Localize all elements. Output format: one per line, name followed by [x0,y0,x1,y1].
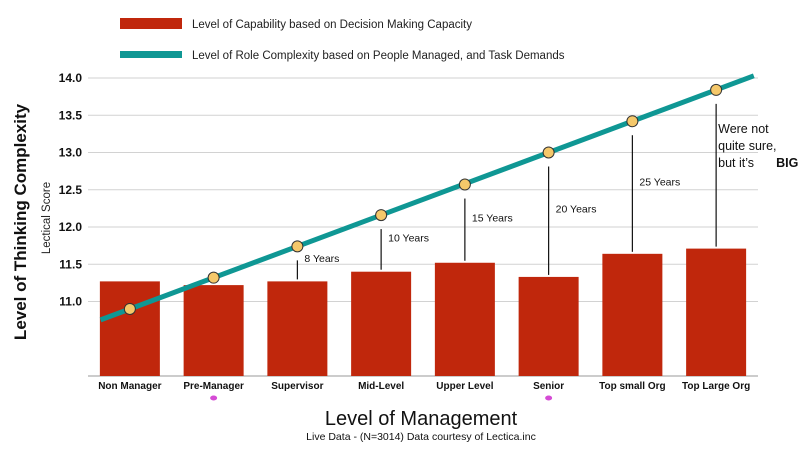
x-tick-label: Mid-Level [358,381,404,392]
legend-line-label: Level of Role Complexity based on People… [192,50,565,62]
x-axis-title: Level of Management [325,408,518,430]
y-axis-title: Level of Thinking Complexity [11,103,30,340]
marker-dot [545,395,553,401]
x-tick-label: Top small Org [599,381,666,392]
bar [351,271,412,376]
bar [602,253,663,376]
legend-line-swatch [120,51,182,58]
bar [434,262,495,376]
line-point [626,115,639,128]
gap-label: 10 Years [388,232,429,244]
gridlines [88,77,758,377]
bar [518,276,579,376]
line-point [375,209,388,222]
annotations: 8 Years 10 Years 15 Years 20 Years 25 Years W… [304,122,800,265]
legend: Level of Capability based on Decision Ma… [120,18,565,62]
y-tick-label: 13.0 [59,146,83,160]
x-tick-label: Upper Level [436,381,493,392]
note-emphasis: BIG ! [776,156,800,170]
x-tick-label: Top Large Org [682,381,750,392]
x-tick-label: Senior [533,381,564,392]
y-tick-labels: 11.0 11.5 12.0 12.5 13.0 13.5 14.0 [59,71,83,309]
legend-bar-label: Level of Capability based on Decision Ma… [192,19,472,31]
y-tick-label: 11.0 [59,295,82,309]
line-point [207,271,220,284]
line-point [710,83,723,96]
bars [99,248,747,376]
role-complexity-line [99,73,755,323]
x-tick-label: Supervisor [271,381,323,392]
x-tick-label: Pre-Manager [183,381,244,392]
gap-lines [296,103,717,280]
gap-label: 20 Years [556,204,597,216]
y-tick-label: 12.0 [59,220,83,234]
bar [183,285,244,376]
gap-label: 25 Years [639,177,680,189]
gap-label: 15 Years [472,213,513,225]
bar [686,248,747,376]
y-tick-label: 11.5 [59,257,82,271]
y-tick-label: 13.5 [59,108,83,122]
chart-caption: Live Data - (N=3014) Data courtesy of Le… [306,431,536,443]
marker-dot [210,395,218,401]
bar [99,281,160,376]
bar [267,281,328,376]
y-tick-label: 12.5 [59,183,83,197]
line-point [458,178,471,191]
line-point [123,302,136,315]
y-axis-subtitle: Lectical Score [41,182,53,254]
note-line: quite sure, [718,139,776,153]
note-line: but it’s [718,156,754,170]
line-point [542,146,555,159]
note-line: Were not [718,122,769,136]
y-tick-label: 14.0 [59,71,83,85]
category-labels: Non Manager Pre-Manager Supervisor Mid-Leve… [98,381,750,401]
legend-bar-swatch [120,18,182,29]
x-tick-label: Non Manager [98,381,161,392]
line-point [291,240,304,253]
gap-label: 8 Years [304,253,339,265]
